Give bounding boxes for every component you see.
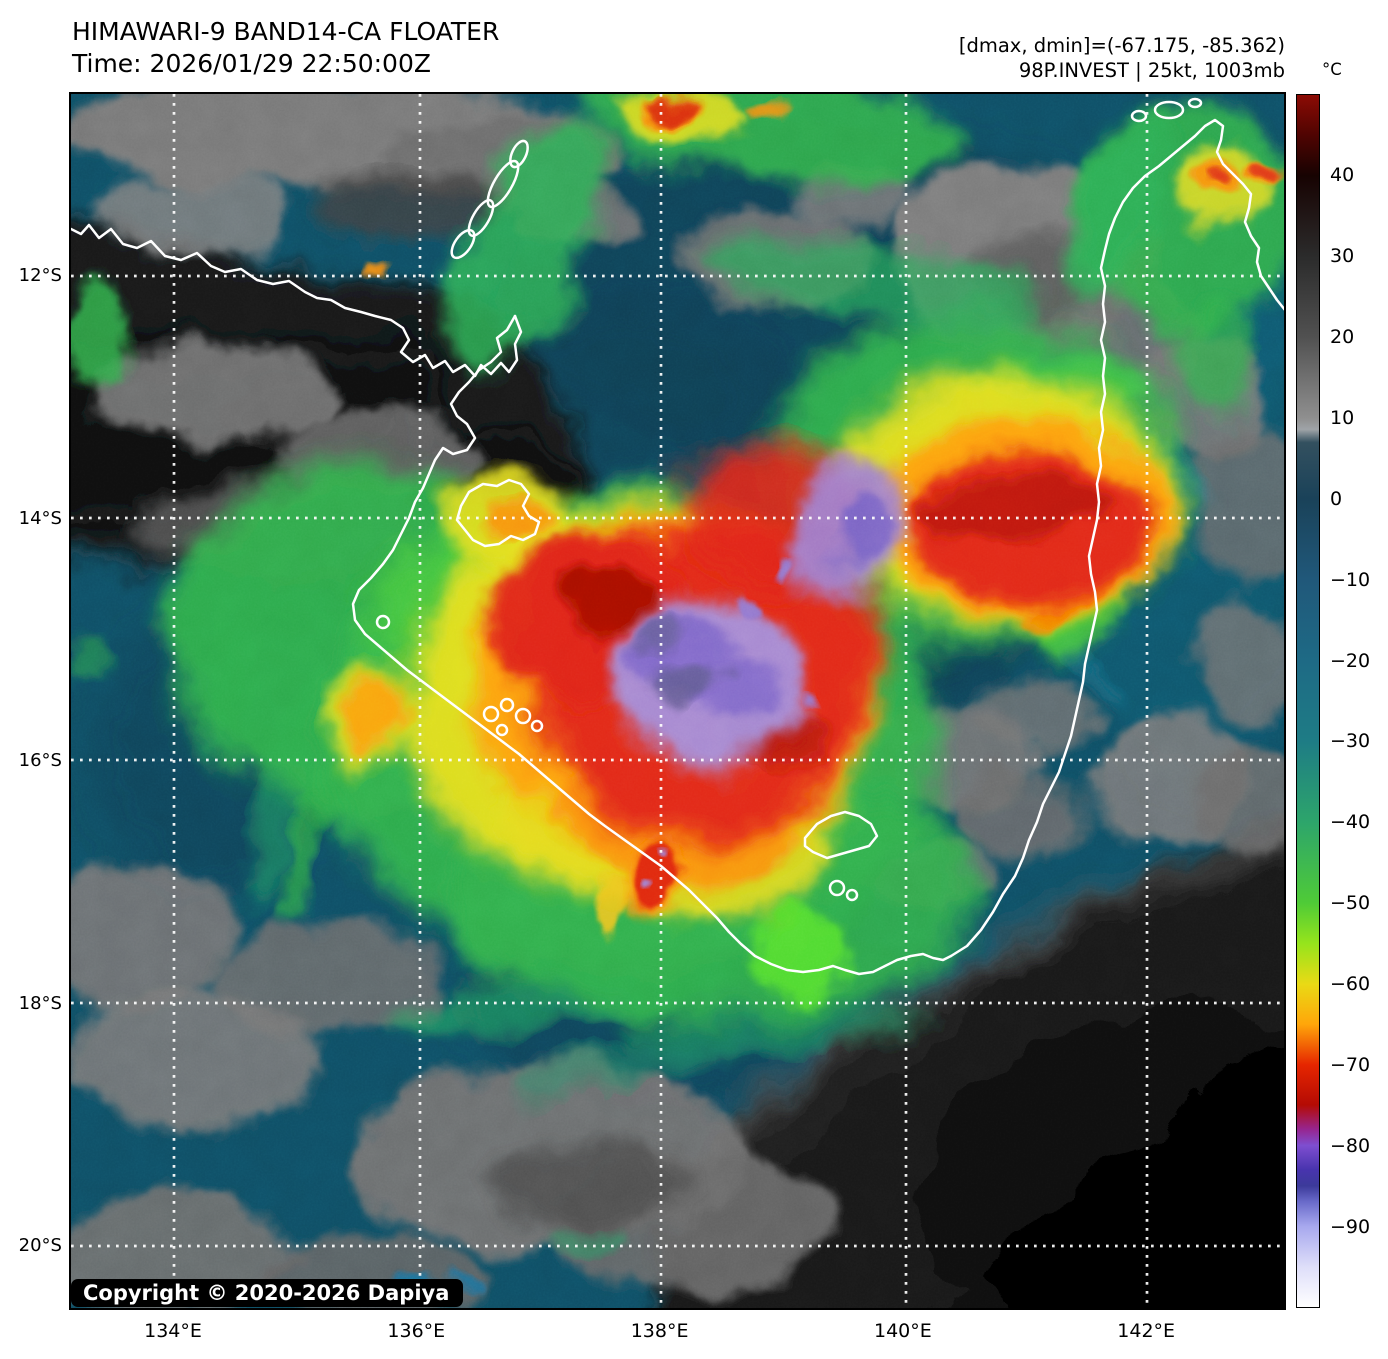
dmax-dmin-readout: [dmax, dmin]=(-67.175, -85.362) <box>958 34 1285 57</box>
colorbar-tick-label: −30 <box>1330 730 1371 753</box>
y-axis-tick-label: 18°S <box>18 992 62 1014</box>
satellite-map: Copyright © 2020-2026 Dapiya <box>69 92 1286 1310</box>
islands-pellew-group <box>482 697 544 737</box>
temperature-colorbar <box>1296 94 1320 1308</box>
copyright-badge: Copyright © 2020-2026 Dapiya <box>71 1279 464 1307</box>
colorbar-unit: °C <box>1322 60 1342 79</box>
colorbar-tick-label: −90 <box>1330 1215 1371 1238</box>
page-title: HIMAWARI-9 BAND14-CA FLOATER Time: 2026/… <box>72 16 499 80</box>
colorbar-tick-label: 10 <box>1330 406 1355 429</box>
island-mornington <box>803 810 879 860</box>
colorbar-tick-label: 30 <box>1330 244 1355 267</box>
timestamp: Time: 2026/01/29 22:50:00Z <box>72 49 431 78</box>
island-sweers <box>828 879 846 897</box>
colorbar-tick-label: 0 <box>1330 487 1343 510</box>
coastline-layer <box>71 97 1284 976</box>
product-title: HIMAWARI-9 BAND14-CA FLOATER <box>72 17 500 46</box>
colorbar-tick-label: 20 <box>1330 325 1355 348</box>
colorbar-tick-label: −80 <box>1330 1134 1371 1157</box>
pixel-grain-texture <box>71 94 1284 1308</box>
islet-blue-mud-bay <box>375 614 391 630</box>
colorbar-tick-label: −20 <box>1330 649 1371 672</box>
x-axis-tick-label: 142°E <box>1117 1320 1176 1342</box>
y-axis-tick-label: 16°S <box>18 750 62 772</box>
y-axis-tick-label: 12°S <box>18 265 62 287</box>
x-axis-tick-label: 138°E <box>630 1320 689 1342</box>
x-axis-tick-label: 140°E <box>874 1320 932 1342</box>
coastline-cape-york-west <box>949 118 1284 958</box>
colorbar-tick-label: 40 <box>1330 163 1355 186</box>
island-bentinck <box>845 888 859 902</box>
islands-wessel-chain <box>450 139 529 260</box>
storm-intensity-readout: 98P.INVEST | 25kt, 1003mb <box>1018 59 1285 83</box>
colorbar-tick-label: −60 <box>1330 973 1371 996</box>
colorbar-tick-label: −10 <box>1330 568 1371 591</box>
header-stats: [dmax, dmin]=(-67.175, -85.362) 98P.INVE… <box>959 33 1285 84</box>
x-axis-tick-label: 134°E <box>144 1320 202 1342</box>
island-groote-eylandt <box>455 478 541 548</box>
colorbar-tick-label: −70 <box>1330 1053 1371 1076</box>
islands-torres-strait <box>1130 97 1203 123</box>
coastline-gulf-west-south <box>351 314 953 976</box>
satellite-imagery <box>71 94 1284 1308</box>
colorbar-tick-label: −50 <box>1330 892 1371 915</box>
y-axis-tick-label: 14°S <box>18 507 62 529</box>
y-axis-tick-label: 20°S <box>18 1235 62 1257</box>
x-axis-tick-label: 136°E <box>387 1320 446 1342</box>
colorbar-tick-label: −40 <box>1330 811 1371 834</box>
